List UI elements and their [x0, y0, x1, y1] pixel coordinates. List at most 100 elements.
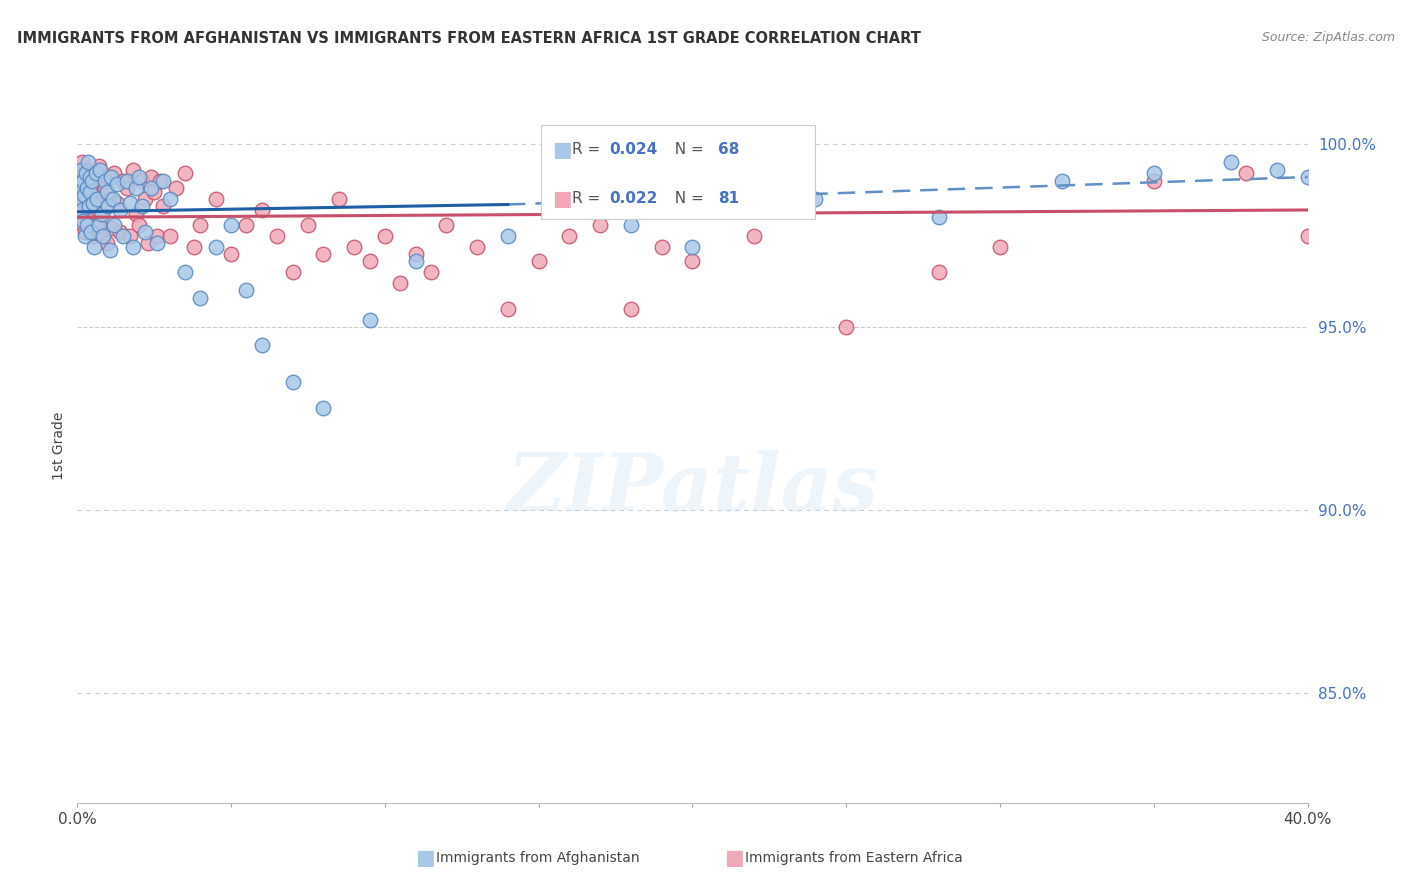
Point [86, 218, 108, 232]
Point [250, 202, 273, 217]
Text: ■: ■ [415, 848, 434, 868]
Point [281, 375, 304, 389]
Point [82, 174, 104, 188]
Text: IMMIGRANTS FROM AFGHANISTAN VS IMMIGRANTS FROM EASTERN AFRICA 1ST GRADE CORRELAT: IMMIGRANTS FROM AFGHANISTAN VS IMMIGRANT… [17, 31, 921, 46]
Point [152, 199, 174, 213]
Point [79, 169, 101, 184]
Text: N =: N = [665, 143, 709, 157]
Point [589, 218, 612, 232]
Point [742, 228, 765, 243]
Text: ZIPatlas: ZIPatlas [506, 450, 879, 527]
Point [89, 206, 111, 220]
Point [112, 228, 135, 243]
Point [77, 155, 100, 169]
Point [359, 312, 381, 326]
Point [374, 228, 396, 243]
Point [79, 185, 101, 199]
Point [103, 218, 125, 232]
Point [1050, 174, 1073, 188]
Point [87, 218, 110, 232]
Point [131, 174, 153, 188]
Point [620, 301, 643, 316]
Y-axis label: 1st Grade: 1st Grade [52, 412, 66, 480]
Point [235, 284, 257, 298]
Point [70, 162, 93, 177]
Point [77, 214, 100, 228]
Point [70, 202, 93, 217]
Point [69, 192, 91, 206]
Point [94, 181, 117, 195]
Point [94, 174, 117, 188]
Point [80, 225, 103, 239]
Point [835, 320, 858, 334]
Point [266, 228, 288, 243]
Point [96, 185, 118, 199]
Point [1143, 174, 1166, 188]
Text: N =: N = [665, 192, 709, 206]
Text: R =: R = [572, 192, 606, 206]
Point [174, 265, 197, 279]
Point [98, 244, 121, 258]
Point [1265, 162, 1288, 177]
Point [405, 247, 427, 261]
Point [103, 166, 125, 180]
Point [73, 195, 96, 210]
Point [146, 235, 169, 250]
Point [87, 159, 110, 173]
Point [297, 218, 319, 232]
Point [235, 218, 257, 232]
Point [118, 195, 141, 210]
Point [928, 265, 950, 279]
Point [1234, 166, 1257, 180]
Point [77, 199, 100, 213]
Point [82, 228, 104, 243]
Point [80, 202, 103, 217]
Point [73, 188, 96, 202]
Point [496, 228, 519, 243]
Point [76, 181, 98, 195]
Point [112, 174, 135, 188]
Point [97, 169, 120, 184]
Point [174, 166, 197, 180]
Point [76, 218, 98, 232]
Point [465, 239, 488, 253]
Point [988, 239, 1011, 253]
Point [143, 185, 166, 199]
Text: Source: ZipAtlas.com: Source: ZipAtlas.com [1261, 31, 1395, 45]
Point [1296, 169, 1319, 184]
Point [105, 178, 128, 192]
Point [121, 162, 143, 177]
Point [73, 225, 96, 239]
Point [72, 214, 94, 228]
Point [682, 254, 704, 268]
Point [1219, 155, 1241, 169]
Point [125, 181, 148, 195]
Text: 81: 81 [718, 192, 740, 206]
Point [204, 239, 226, 253]
Point [250, 338, 273, 352]
Point [89, 162, 111, 177]
Point [496, 301, 519, 316]
Point [134, 225, 156, 239]
Point [69, 166, 91, 180]
Point [159, 228, 181, 243]
Point [165, 181, 187, 195]
Point [188, 291, 212, 305]
Point [343, 239, 366, 253]
Point [136, 235, 159, 250]
Point [125, 206, 148, 220]
Point [90, 228, 114, 243]
Point [73, 228, 96, 243]
Point [93, 174, 115, 188]
Point [558, 202, 581, 217]
Point [312, 401, 335, 415]
Point [98, 192, 121, 206]
Point [97, 199, 120, 213]
Point [110, 202, 132, 217]
Point [72, 174, 94, 188]
Point [115, 181, 138, 195]
Point [928, 211, 950, 225]
Point [69, 192, 91, 206]
Point [328, 192, 350, 206]
Point [76, 185, 98, 199]
